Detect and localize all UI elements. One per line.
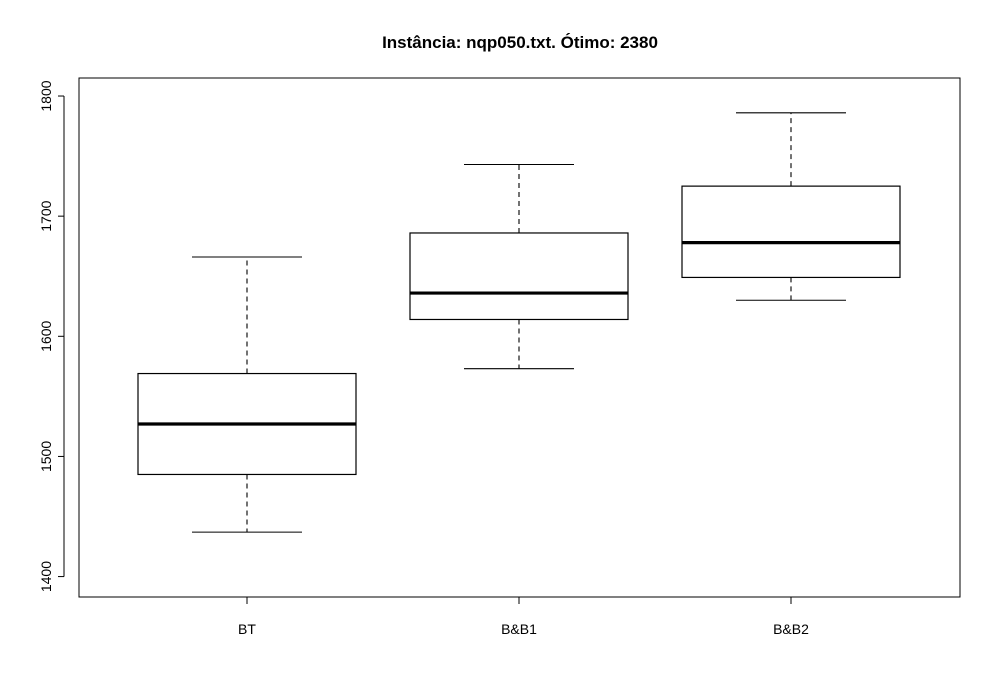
interquartile-box [681,185,901,279]
y-tick-label: 1500 [38,441,54,472]
y-tick-label: 1600 [38,321,54,352]
y-tick-label: 1400 [38,561,54,592]
y-tick-label: 1800 [38,80,54,111]
box-series [137,112,901,533]
x-tick-label: B&B2 [773,621,809,637]
x-axis: BT B&B1 B&B2 [238,596,809,637]
y-axis: 1400 1500 1600 1700 1800 [38,80,65,592]
x-tick-label: BT [238,621,256,637]
y-tick-label: 1700 [38,200,54,231]
box-bt [137,256,357,533]
box-b-b2 [681,112,901,301]
x-tick-label: B&B1 [501,621,537,637]
box-b-b1 [409,163,629,370]
chart-title: Instância: nqp050.txt. Ótimo: 2380 [382,33,658,52]
interquartile-box [409,232,629,321]
